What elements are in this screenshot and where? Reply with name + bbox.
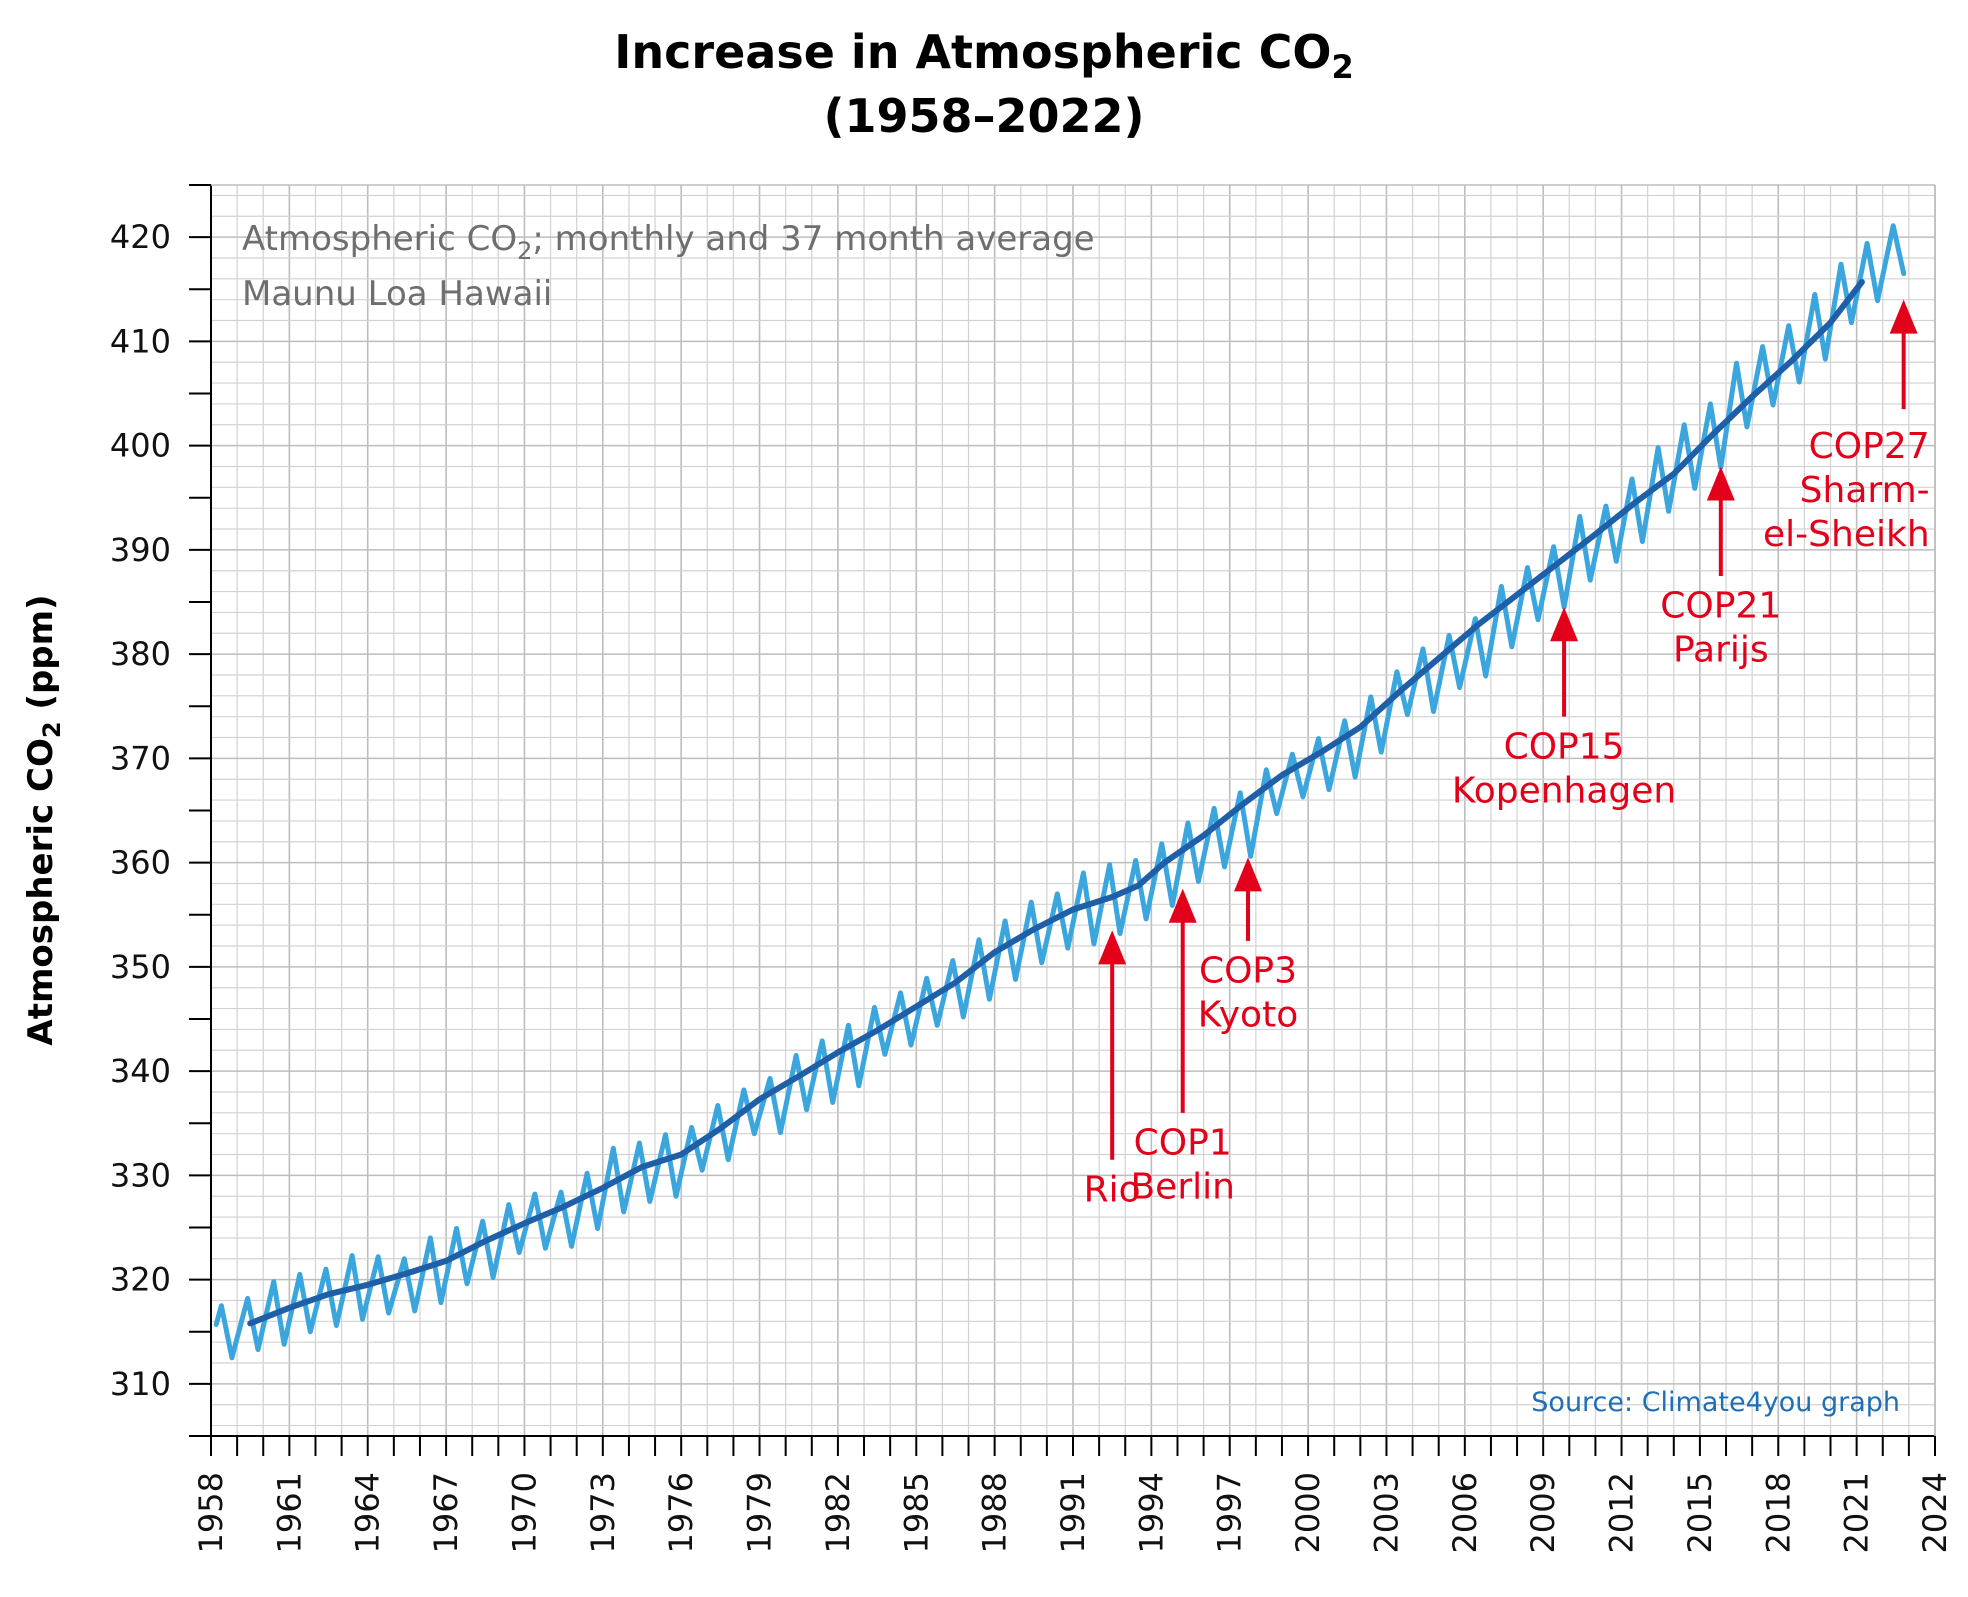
annotation-arrow-head bbox=[1234, 857, 1263, 892]
y-tick-label: 320 bbox=[110, 1261, 171, 1299]
x-tick-label: 1967 bbox=[427, 1472, 465, 1553]
annotation-label: Berlin bbox=[1130, 1167, 1234, 1208]
annotation-label: el-Sheikh bbox=[1763, 514, 1930, 555]
annotation-label: Sharm- bbox=[1800, 470, 1930, 511]
y-tick-label: 360 bbox=[110, 844, 171, 882]
y-tick-label: 330 bbox=[110, 1156, 171, 1194]
annotation-label: COP3 bbox=[1199, 951, 1297, 992]
x-tick-label: 1988 bbox=[976, 1472, 1014, 1553]
y-tick-label: 380 bbox=[110, 635, 171, 673]
x-tick-label: 1973 bbox=[584, 1472, 622, 1553]
y-tick-label: 400 bbox=[110, 427, 171, 465]
series-layer bbox=[213, 223, 1907, 1361]
x-tick-label: 2009 bbox=[1524, 1472, 1562, 1553]
chart-note-line1: Atmospheric CO2; monthly and 37 month av… bbox=[242, 219, 1095, 265]
annotation-arrow-head bbox=[1889, 299, 1918, 334]
x-tick-label: 2024 bbox=[1916, 1472, 1954, 1553]
x-tick-label: 1979 bbox=[741, 1472, 779, 1553]
y-tick-label: 340 bbox=[110, 1052, 171, 1090]
x-tick-label: 2003 bbox=[1367, 1472, 1405, 1553]
series-line-monthly bbox=[213, 223, 1907, 1361]
y-tick-label: 310 bbox=[110, 1365, 171, 1403]
annotation-label: Kyoto bbox=[1198, 995, 1298, 1036]
x-tick-label: 1997 bbox=[1211, 1472, 1249, 1553]
x-tick-label: 2018 bbox=[1759, 1472, 1797, 1553]
annotation-label: COP1 bbox=[1134, 1123, 1232, 1164]
annotation-label: COP27 bbox=[1809, 426, 1930, 467]
axes: 310 320 330 340 350 360 370 380 390 400 410 420 1958… bbox=[110, 184, 1954, 1553]
x-tick-label: 1982 bbox=[819, 1472, 857, 1553]
x-tick-label: 1964 bbox=[349, 1472, 387, 1553]
x-tick-label: 1994 bbox=[1132, 1472, 1170, 1553]
chart-title-line1: Increase in Atmospheric CO2 bbox=[614, 25, 1353, 86]
annotation-label: COP15 bbox=[1504, 726, 1625, 767]
x-tick-label: 2006 bbox=[1446, 1472, 1484, 1553]
annotation-arrow-head bbox=[1098, 930, 1127, 965]
series-line-37-month-average bbox=[247, 279, 1865, 1327]
y-tick-label: 410 bbox=[110, 322, 171, 360]
grid bbox=[210, 185, 1936, 1436]
x-tick-label: 1991 bbox=[1054, 1472, 1092, 1553]
annotation-label: Kopenhagen bbox=[1452, 770, 1676, 811]
y-tick-label: 370 bbox=[110, 739, 171, 777]
x-tick-label: 1970 bbox=[505, 1472, 543, 1553]
y-tick-label: 390 bbox=[110, 531, 171, 569]
chart-note-line2: Maunu Loa Hawaii bbox=[242, 274, 552, 314]
x-tick-label: 2012 bbox=[1603, 1472, 1641, 1553]
y-axis-label: Atmospheric CO2 (ppm) bbox=[21, 594, 66, 1045]
x-tick-label: 2000 bbox=[1289, 1472, 1327, 1553]
y-tick-label: 420 bbox=[110, 218, 171, 256]
y-tick-label: 350 bbox=[110, 948, 171, 986]
x-tick-label: 1976 bbox=[662, 1472, 700, 1553]
annotation-arrow-head bbox=[1706, 466, 1735, 501]
x-tick-label: 1961 bbox=[270, 1472, 308, 1553]
annotation-label: Parijs bbox=[1673, 630, 1769, 671]
x-tick-label: 1985 bbox=[897, 1472, 935, 1553]
x-tick-label: 1958 bbox=[192, 1472, 230, 1553]
x-tick-label: 2021 bbox=[1838, 1472, 1876, 1553]
annotation-label: COP21 bbox=[1660, 586, 1781, 627]
annotation-arrow-head bbox=[1168, 888, 1197, 923]
annotation-arrow-head bbox=[1550, 607, 1579, 642]
annotation-label: Rio bbox=[1084, 1169, 1141, 1210]
source-label: Source: Climate4you graph bbox=[1531, 1387, 1900, 1418]
x-tick-label: 2015 bbox=[1681, 1472, 1719, 1553]
chart-title-line2: (1958–2022) bbox=[823, 89, 1144, 143]
